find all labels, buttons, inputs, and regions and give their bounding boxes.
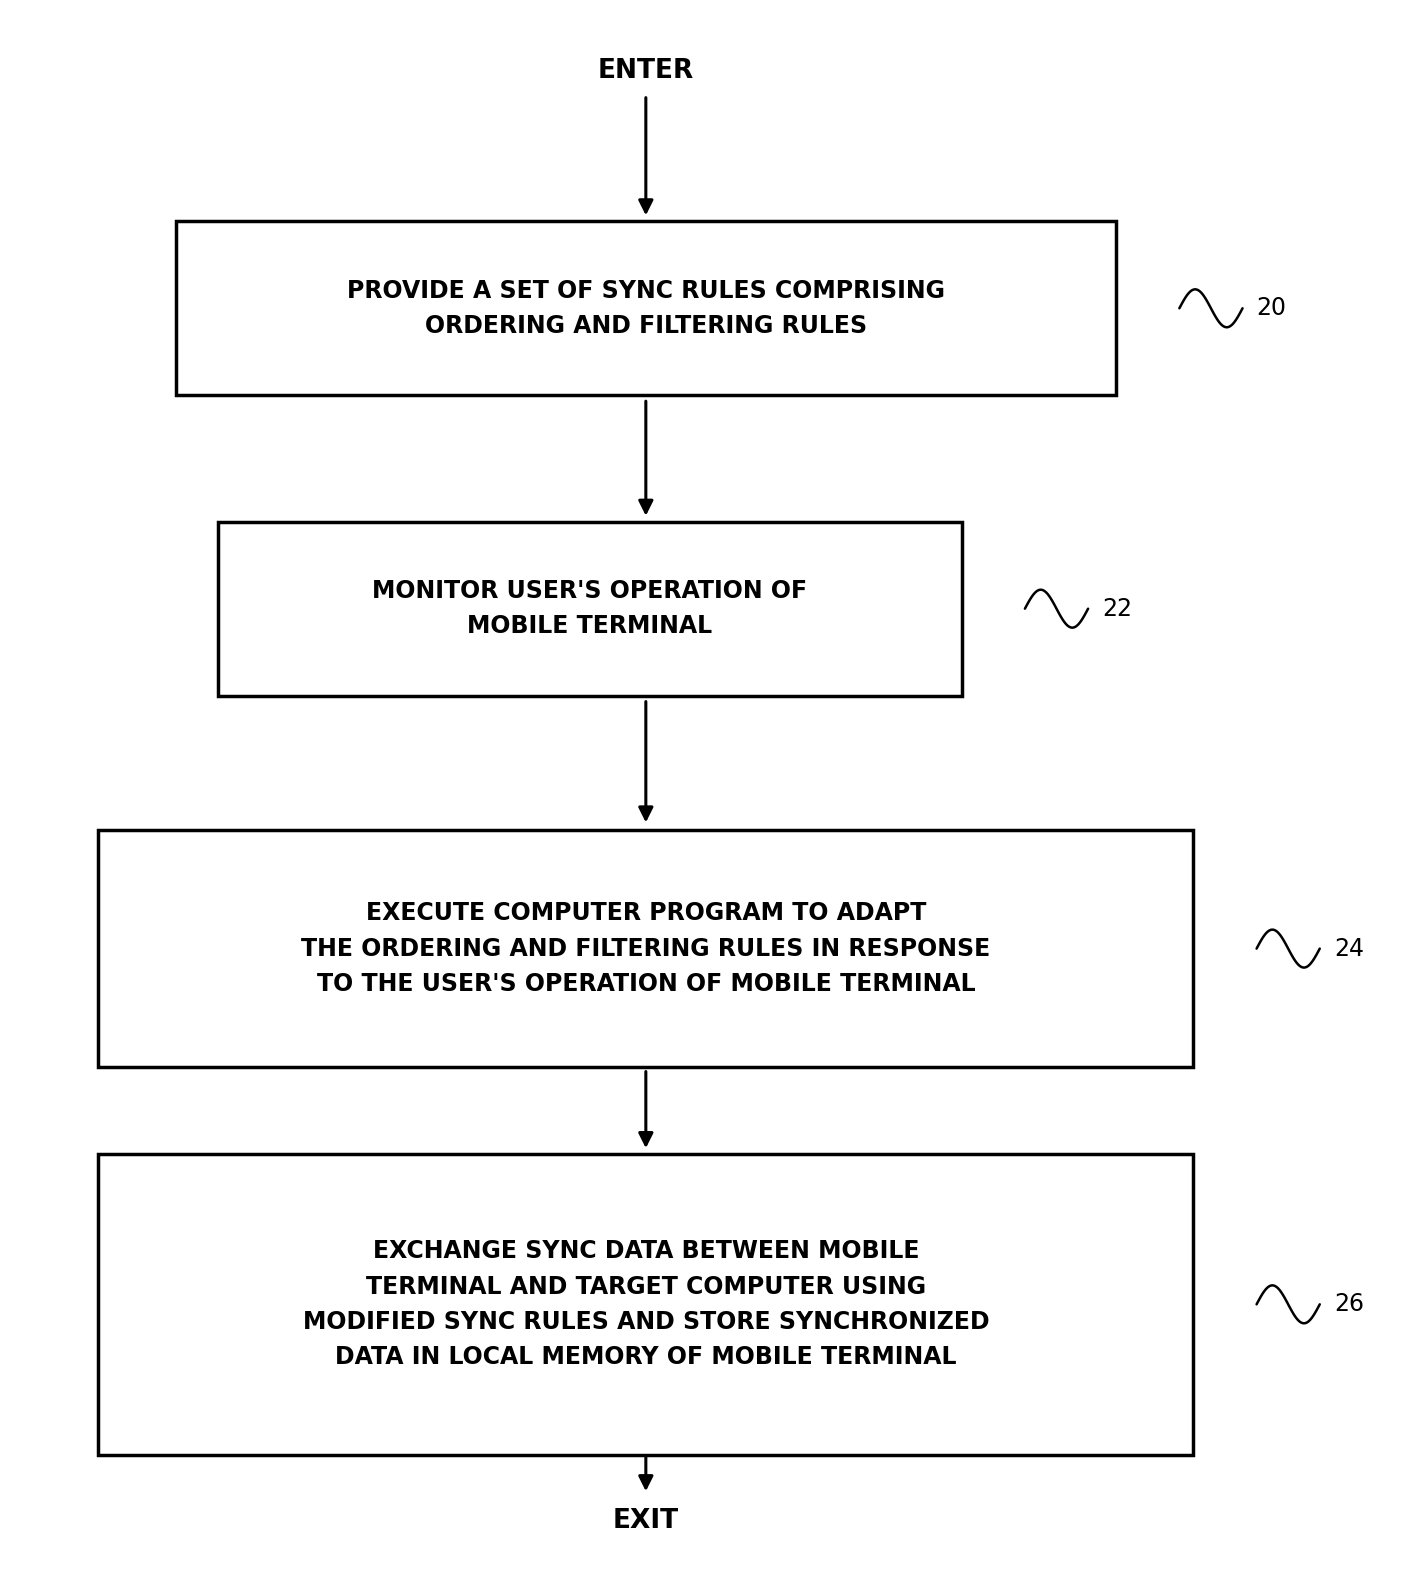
Text: 20: 20 bbox=[1257, 296, 1286, 321]
Bar bbox=[98, 1154, 1193, 1455]
Bar bbox=[176, 221, 1116, 395]
Bar bbox=[218, 522, 962, 696]
Text: MONITOR USER'S OPERATION OF
MOBILE TERMINAL: MONITOR USER'S OPERATION OF MOBILE TERMI… bbox=[372, 579, 807, 639]
Text: EXIT: EXIT bbox=[612, 1508, 680, 1534]
Text: EXECUTE COMPUTER PROGRAM TO ADAPT
THE ORDERING AND FILTERING RULES IN RESPONSE
T: EXECUTE COMPUTER PROGRAM TO ADAPT THE OR… bbox=[302, 901, 990, 996]
Text: EXCHANGE SYNC DATA BETWEEN MOBILE
TERMINAL AND TARGET COMPUTER USING
MODIFIED SY: EXCHANGE SYNC DATA BETWEEN MOBILE TERMIN… bbox=[302, 1240, 990, 1369]
Text: 26: 26 bbox=[1334, 1292, 1363, 1317]
Text: PROVIDE A SET OF SYNC RULES COMPRISING
ORDERING AND FILTERING RULES: PROVIDE A SET OF SYNC RULES COMPRISING O… bbox=[347, 278, 945, 338]
Text: 24: 24 bbox=[1334, 936, 1363, 961]
Text: 22: 22 bbox=[1102, 596, 1132, 621]
Text: ENTER: ENTER bbox=[598, 58, 694, 84]
Bar bbox=[98, 830, 1193, 1067]
